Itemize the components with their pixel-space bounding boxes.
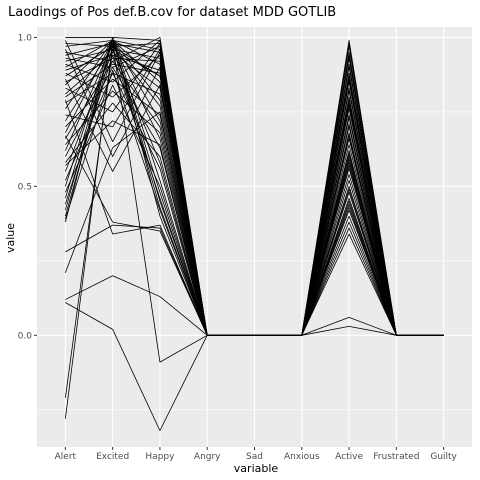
x-tick-label: Angry	[194, 452, 221, 462]
series-line	[65, 120, 444, 336]
x-axis-title: variable	[234, 462, 279, 475]
chart-title: Laodings of Pos def.B.cov for dataset MD…	[8, 5, 336, 20]
series-lines	[64, 37, 444, 432]
y-tick-label: 0.5	[18, 182, 32, 192]
x-tick-label: Happy	[145, 452, 175, 462]
x-tick-label: Sad	[246, 452, 263, 462]
x-tick-label: Excited	[96, 452, 129, 462]
y-tick-label: 0.0	[18, 331, 33, 341]
x-tick-label: Frustrated	[373, 452, 419, 462]
y-axis-title: value	[4, 223, 17, 253]
y-axis: 0.0 0.5 1.0	[18, 33, 37, 341]
x-tick-label: Anxious	[284, 452, 320, 462]
x-tick-label: Active	[335, 452, 363, 462]
x-tick-label: Alert	[55, 452, 77, 462]
y-tick-label: 1.0	[18, 33, 33, 43]
x-tick-label: Guilty	[430, 452, 457, 462]
x-axis: Alert Excited Happy Angry Sad Anxious Active Fr…	[55, 447, 458, 462]
